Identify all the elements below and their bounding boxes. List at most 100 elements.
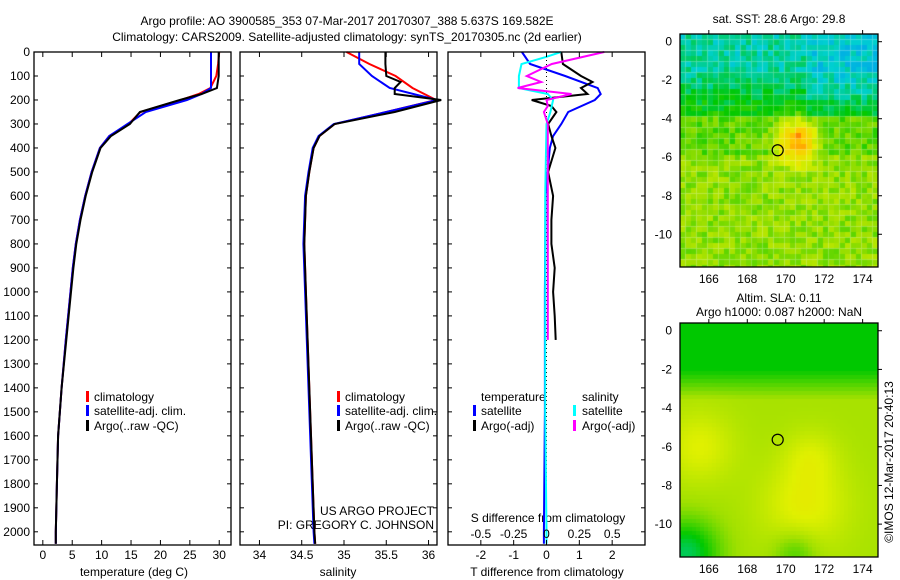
y-tick-label: -10 (655, 517, 673, 531)
y-tick-label: -4 (661, 112, 672, 126)
y-tick-label: 0 (23, 45, 30, 59)
series-line-s-argo-adj- (517, 51, 605, 340)
legend-label: Argo(..raw -QC) (94, 419, 179, 433)
project-credit: US ARGO PROJECT (320, 504, 435, 518)
y-tick-label: 1700 (3, 453, 30, 467)
legend-label: satellite-adj. clim. (345, 404, 437, 418)
y-tick-label: 800 (10, 237, 30, 251)
y-tick-label: 1000 (3, 285, 30, 299)
legend-swatch-satellite (86, 405, 89, 416)
x-tick-label: 170 (776, 272, 796, 286)
x-tick-label: 2 (609, 548, 616, 562)
x-tick-label: -2 (475, 548, 486, 562)
x-tick-label: 166 (699, 272, 719, 286)
map-frame (679, 322, 879, 558)
x2-tick-label: 0 (543, 527, 550, 541)
x-tick-label: 25 (183, 548, 197, 562)
panel-frame (33, 51, 232, 546)
legend-label: Argo(-adj) (582, 419, 635, 433)
y-tick-label: 1200 (3, 333, 30, 347)
x-tick-label: 35 (337, 548, 351, 562)
legend-swatch-s-argo (573, 420, 576, 431)
x-tick-label: 1 (576, 548, 583, 562)
legend-swatch-t-satellite (473, 405, 476, 416)
y-tick-label: 200 (10, 93, 30, 107)
y-tick-label: 700 (10, 213, 30, 227)
legend-swatch-s-satellite (573, 405, 576, 416)
y-tick-label: -8 (661, 189, 672, 203)
x-tick-label: 172 (814, 562, 834, 576)
x-tick-label: 0 (39, 548, 46, 562)
sla-map-subtitle: Argo h1000: 0.087 h2000: NaN (696, 305, 862, 319)
profile-panel-temperature-profile (33, 51, 232, 546)
x2-tick-label: -0.5 (470, 527, 491, 541)
map-frame (679, 33, 879, 268)
x-tick-label: 20 (154, 548, 168, 562)
y-tick-label: -2 (661, 362, 672, 376)
y-tick-label: -6 (661, 150, 672, 164)
legend-swatch-satellite (337, 405, 340, 416)
x-tick-label: 174 (853, 562, 873, 576)
y-tick-label: 1400 (3, 381, 30, 395)
y-tick-label: -10 (655, 227, 673, 241)
series-line-s-satellite (517, 51, 562, 544)
legend-swatch-t-argo (473, 420, 476, 431)
x2-tick-label: 0.25 (568, 527, 592, 541)
legend-label: Argo(-adj) (481, 419, 534, 433)
x-tick-label: 34 (253, 548, 267, 562)
legend-label: satellite (582, 404, 623, 418)
x-tick-label: 170 (776, 562, 796, 576)
series-line-argo-raw-qc- (54, 52, 220, 544)
profile-panel-difference-profile (447, 51, 646, 546)
y-tick-label: 0 (665, 35, 672, 49)
sla-map-title: Altim. SLA: 0.11 (736, 291, 821, 305)
sst-map-title: sat. SST: 28.6 Argo: 29.8 (713, 12, 846, 26)
series-line-argo-raw-qc- (303, 52, 442, 544)
series-line-climatology (54, 51, 221, 544)
y-tick-label: 1100 (4, 309, 30, 323)
legend-swatch-argo (86, 420, 89, 431)
imos-stamp: ©IMOS 12-Mar-2017 20:40:13 (882, 381, 896, 543)
y-tick-label: -8 (661, 478, 672, 492)
y-tick-label: 300 (10, 117, 30, 131)
x-tick-label: 10 (95, 548, 109, 562)
temperature-legend: climatology satellite-adj. clim. Argo(..… (86, 390, 186, 433)
title-line-1: Argo profile: AO 3900585_353 07-Mar-2017… (141, 14, 554, 28)
x-tick-label: 174 (853, 272, 873, 286)
x-tick-label: 5 (69, 548, 76, 562)
series-line-satellite-adj-clim- (302, 52, 438, 544)
x-tick-label: -1 (508, 548, 519, 562)
y-tick-label: 0 (665, 324, 672, 338)
map-axes-sst-map (679, 30, 882, 268)
x-tick-label: 172 (814, 272, 834, 286)
series-line-t-satellite (521, 51, 602, 544)
x-tick-label: 0 (543, 548, 550, 562)
x-tick-label: 168 (737, 562, 757, 576)
series-line-satellite-adj-clim- (54, 52, 212, 544)
y-tick-label: 900 (10, 261, 30, 275)
legend-title-salinity: salinity (582, 390, 619, 404)
x-tick-label: 15 (124, 548, 138, 562)
y-tick-label: 2000 (3, 525, 30, 539)
y-tick-label: -2 (661, 73, 672, 87)
legend-label: satellite-adj. clim. (94, 404, 186, 418)
y-tick-label: 600 (10, 189, 30, 203)
argo-float-marker (771, 433, 784, 446)
salinity-legend: climatology satellite-adj. clim. Argo(..… (337, 390, 437, 433)
x-tick-label: 36 (422, 548, 436, 562)
x-tick-label: 166 (699, 562, 719, 576)
sst-heatmap (680, 34, 878, 267)
y-tick-label: 500 (10, 165, 30, 179)
y-tick-label: -6 (661, 440, 672, 454)
legend-swatch-climatology (86, 391, 89, 402)
legend-label: Argo(..raw -QC) (345, 419, 430, 433)
x2-tick-label: -0.25 (500, 527, 528, 541)
x-tick-label: 35.5 (375, 548, 399, 562)
sla-heatmap (680, 323, 878, 557)
panel-frame (239, 51, 438, 546)
difference-legend: temperature salinity satellite Argo(-adj… (473, 390, 635, 433)
x2-tick-label: 0.5 (604, 527, 621, 541)
pi-credit: PI: GREGORY C. JOHNSON (278, 518, 434, 532)
legend-label: climatology (345, 390, 405, 404)
